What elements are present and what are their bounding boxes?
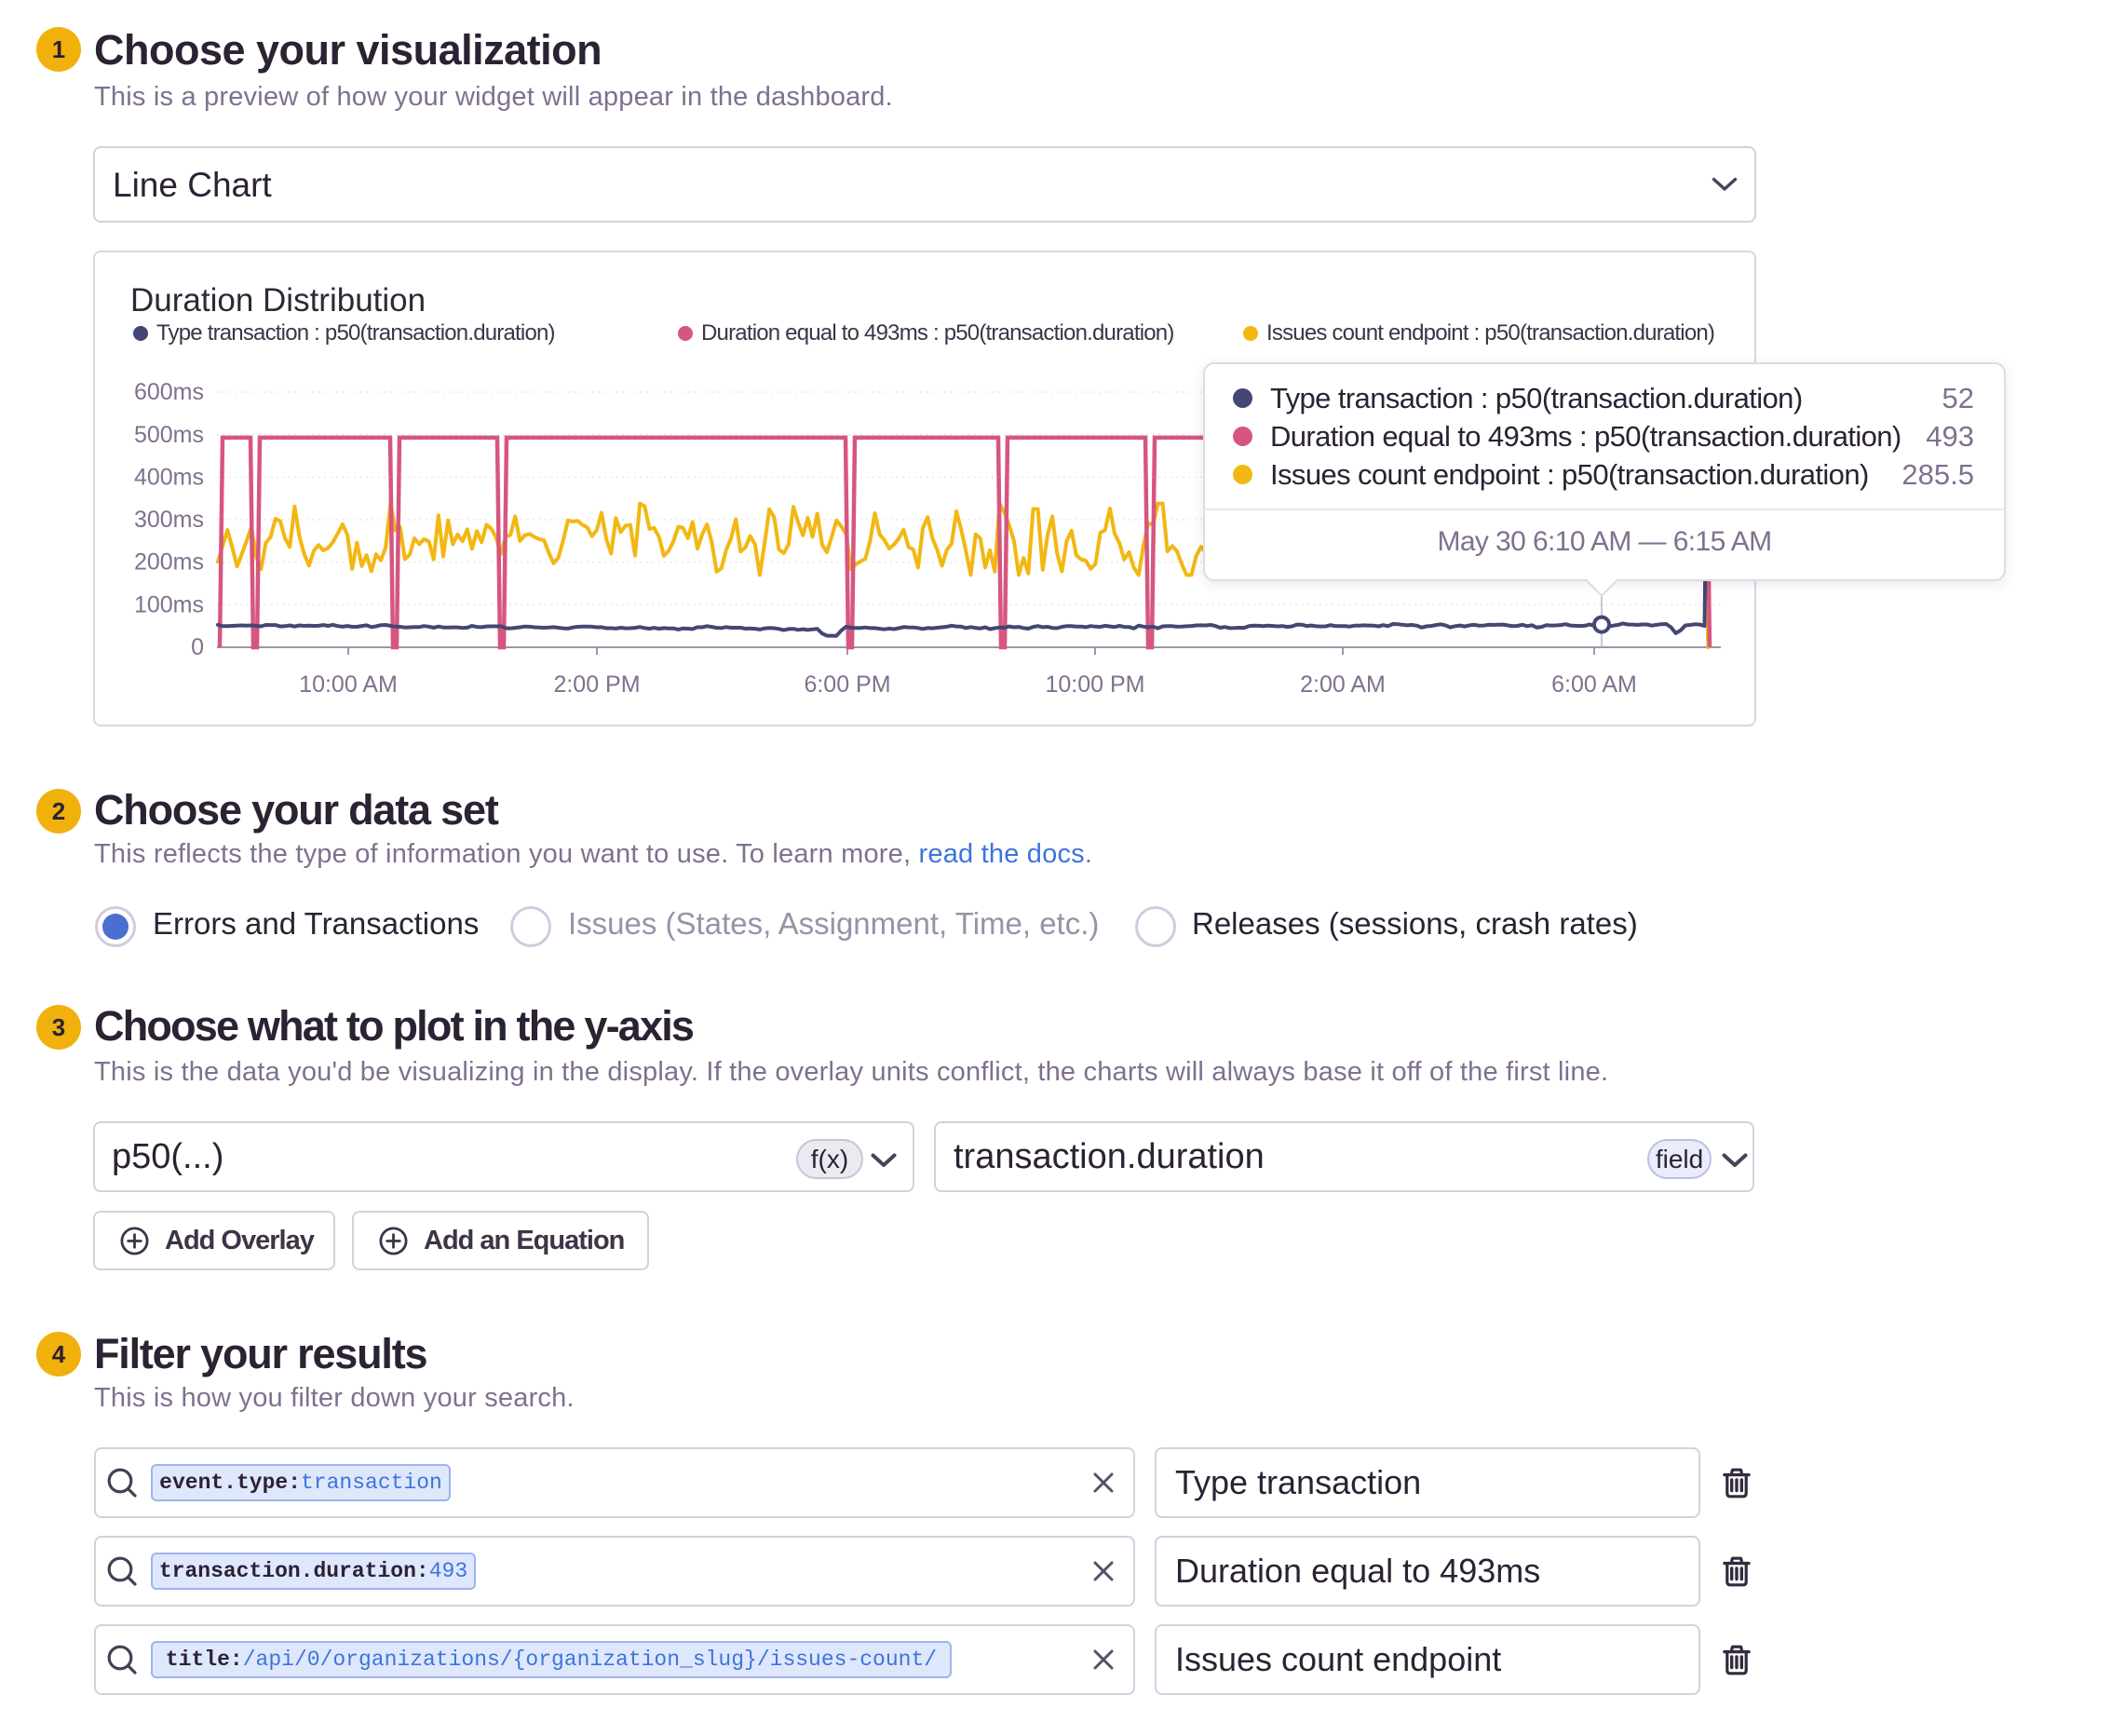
svg-text:100ms: 100ms [134, 591, 204, 617]
svg-text:2:00 AM: 2:00 AM [1300, 671, 1386, 698]
svg-text:200ms: 200ms [134, 549, 204, 576]
svg-text:500ms: 500ms [134, 422, 204, 448]
svg-text:400ms: 400ms [134, 464, 204, 490]
svg-text:10:00 AM: 10:00 AM [299, 671, 398, 698]
svg-text:0: 0 [191, 634, 204, 660]
svg-text:300ms: 300ms [134, 507, 204, 533]
svg-text:2:00 PM: 2:00 PM [553, 671, 640, 698]
svg-text:600ms: 600ms [134, 379, 204, 405]
svg-text:10:00 PM: 10:00 PM [1045, 671, 1144, 698]
svg-text:6:00 AM: 6:00 AM [1551, 671, 1637, 698]
svg-text:6:00 PM: 6:00 PM [804, 671, 890, 698]
